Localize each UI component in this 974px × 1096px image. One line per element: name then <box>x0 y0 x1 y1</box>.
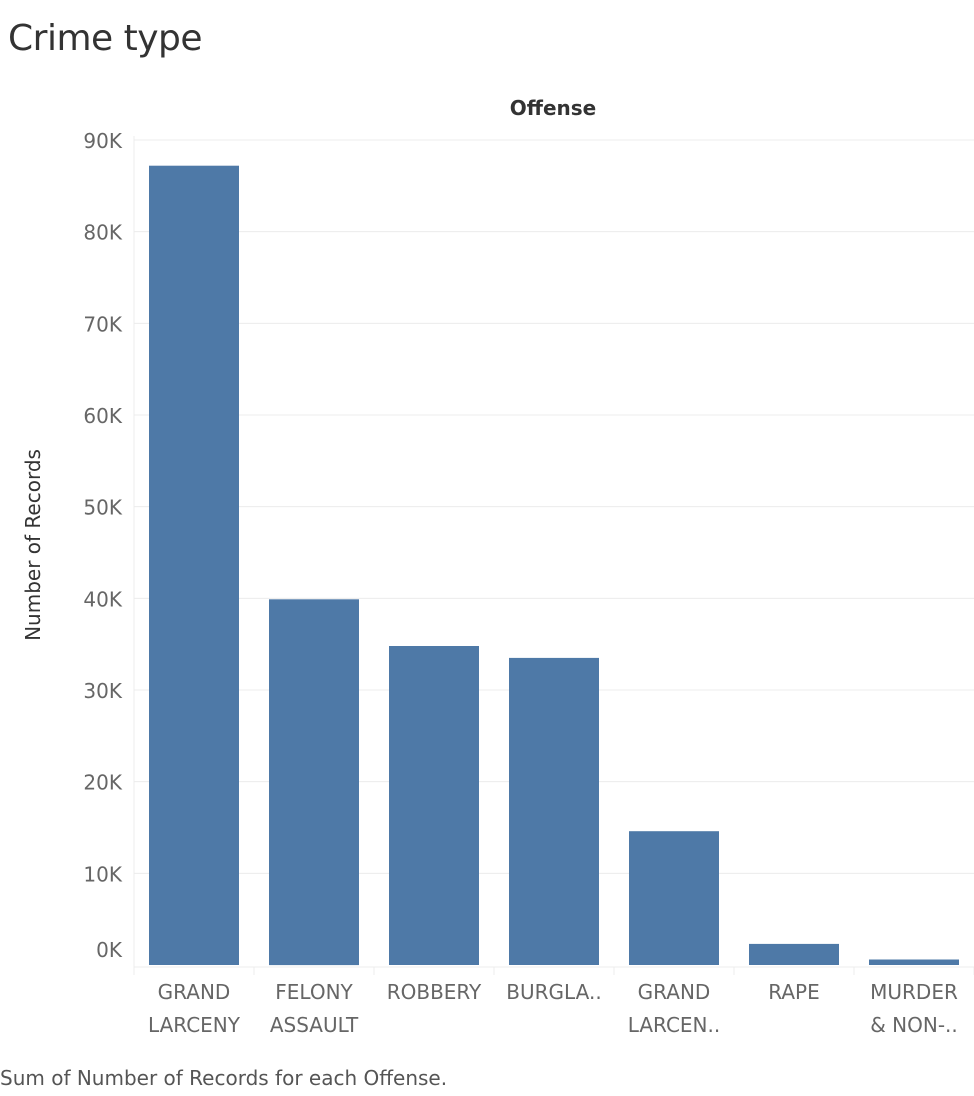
x-category-label-line: ASSAULT <box>270 1013 359 1037</box>
x-category-label-line: GRAND <box>158 980 231 1004</box>
y-tick-label: 60K <box>83 404 122 428</box>
x-category-label-line: GRAND <box>638 980 711 1004</box>
x-category-label-line: LARCEN.. <box>628 1013 720 1037</box>
y-tick-label: 90K <box>83 129 122 153</box>
bar <box>389 646 479 965</box>
x-axis-labels: GRAND LARCENY FELONY ASSAULT ROBBERY BURGLA..… <box>148 980 958 1037</box>
x-category-label-line: & NON-.. <box>870 1013 958 1037</box>
y-tick-label: 0K <box>96 938 123 962</box>
bar-chart: 0K 10K 20K 30K 40K 50K 60K 70K 80K 90K GRAND LARCE… <box>21 96 974 1037</box>
bar <box>749 943 839 965</box>
bars <box>149 165 959 966</box>
x-category-label: ROBBERY <box>387 980 482 1004</box>
x-category-label: MURDER & NON-.. <box>870 980 958 1037</box>
x-category-label: GRAND LARCEN.. <box>628 980 720 1037</box>
y-tick-label: 70K <box>83 312 122 336</box>
x-category-label-line: RAPE <box>768 980 819 1004</box>
bar <box>509 657 599 965</box>
bar <box>869 959 959 965</box>
y-axis-title: Number of Records <box>21 449 45 641</box>
bar <box>269 599 359 966</box>
y-axis-ticks: 0K 10K 20K 30K 40K 50K 60K 70K 80K 90K <box>83 129 122 962</box>
x-category-label: GRAND LARCENY <box>148 980 241 1037</box>
chart-caption: Sum of Number of Records for each Offens… <box>0 1066 448 1090</box>
y-tick-label: 80K <box>83 221 122 245</box>
x-category-label-line: BURGLA.. <box>506 980 601 1004</box>
x-category-label-line: LARCENY <box>148 1013 241 1037</box>
x-category-label-line: FELONY <box>275 980 353 1004</box>
bar <box>629 831 719 965</box>
chart-title: Crime type <box>8 18 203 59</box>
x-category-label: BURGLA.. <box>506 980 601 1004</box>
y-tick-label: 20K <box>83 771 122 795</box>
x-category-label: RAPE <box>768 980 819 1004</box>
bar <box>149 165 239 965</box>
y-tick-label: 50K <box>83 496 122 520</box>
column-header-offense: Offense <box>510 96 596 120</box>
x-category-label-line: ROBBERY <box>387 980 482 1004</box>
x-category-label: FELONY ASSAULT <box>270 980 359 1037</box>
y-tick-label: 40K <box>83 587 122 611</box>
y-tick-label: 30K <box>83 679 122 703</box>
x-category-label-line: MURDER <box>870 980 958 1004</box>
y-tick-label: 10K <box>83 862 122 886</box>
